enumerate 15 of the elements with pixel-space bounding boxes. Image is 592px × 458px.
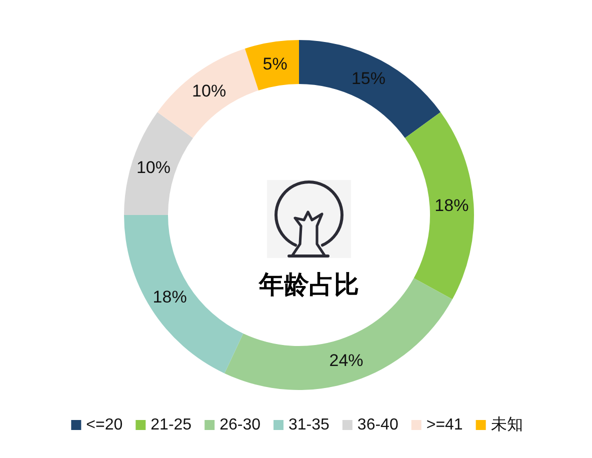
- data-label: 10%: [192, 82, 226, 101]
- legend-label: 31-35: [288, 416, 330, 434]
- data-label: 18%: [434, 196, 469, 215]
- legend-label: 26-30: [220, 416, 261, 434]
- data-label: 18%: [152, 287, 187, 306]
- legend-label: 未知: [490, 416, 523, 434]
- data-label: 15%: [351, 69, 386, 88]
- text: 年龄占比: [258, 271, 359, 299]
- data-label: 5%: [262, 54, 288, 74]
- legend-label: 21-25: [150, 416, 192, 434]
- legend-label: >=41: [426, 416, 463, 434]
- legend-label: <=20: [86, 416, 123, 434]
- legend-label: 36-40: [357, 416, 398, 434]
- data-label: 24%: [329, 351, 364, 370]
- data-label: 10%: [136, 158, 171, 178]
